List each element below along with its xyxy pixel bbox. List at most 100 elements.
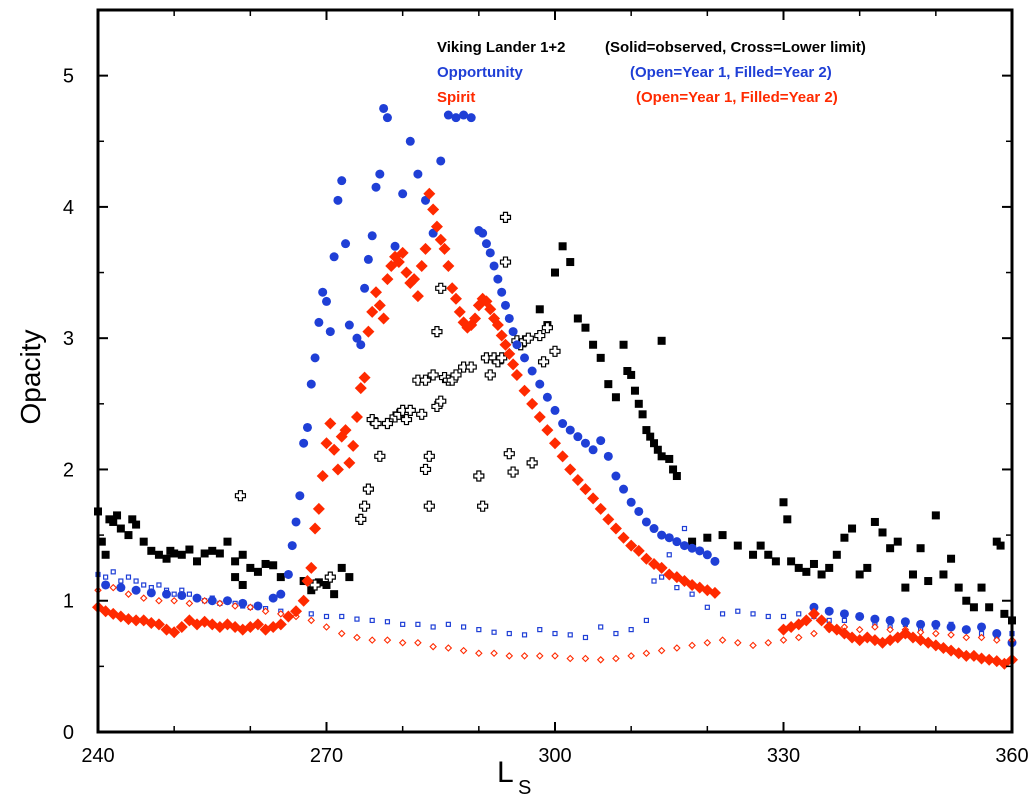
spirit-year-1-point	[459, 646, 468, 655]
viking-lander-1-2-lower-limit-point	[416, 408, 428, 420]
opportunity-year-1-point	[110, 569, 116, 575]
spirit-year-2-point	[510, 368, 523, 381]
spirit-year-1-point	[139, 594, 148, 602]
opportunity-year-1-point	[103, 574, 109, 580]
spirit-year-1-point	[216, 599, 224, 608]
spirit-year-1-point	[398, 638, 407, 647]
viking-lander-1-2-lower-limit-point	[537, 356, 550, 368]
opportunity-year-2-point	[550, 405, 560, 415]
opportunity-year-2-point	[580, 438, 590, 448]
opportunity-year-1-point	[582, 634, 589, 641]
viking-lander-1-2-observed-point	[139, 537, 148, 546]
viking-lander-1-2-observed-point	[703, 533, 712, 542]
viking-lander-1-2-observed-point	[322, 580, 331, 589]
viking-lander-1-2-observed-point	[802, 567, 811, 576]
viking-lander-1-2-observed-point	[307, 586, 316, 595]
spirit-year-2-point	[579, 483, 592, 496]
opportunity-year-2-point	[379, 103, 389, 113]
spirit-year-1-point	[627, 652, 635, 660]
opportunity-year-1-point	[681, 525, 688, 532]
viking-lander-1-2-observed-point	[886, 544, 895, 553]
spirit-year-2-point	[438, 242, 451, 255]
opportunity-year-2-point	[337, 176, 347, 186]
opportunity-year-2-point	[222, 596, 232, 606]
viking-lander-1-2-lower-limit-point	[355, 513, 367, 525]
opportunity-year-2-point	[356, 340, 366, 350]
spirit-year-1-point	[810, 629, 818, 638]
viking-lander-1-2-observed-point	[627, 370, 636, 379]
spirit-year-2-point	[503, 347, 516, 360]
viking-lander-1-2-observed-point	[688, 537, 697, 546]
opportunity-year-1-point	[354, 616, 360, 622]
viking-lander-1-2-observed-point	[931, 511, 940, 520]
spirit-year-2-point	[495, 329, 508, 342]
opportunity-year-1-point	[567, 632, 573, 638]
viking-lander-1-2-observed-point	[969, 603, 978, 612]
viking-lander-1-2-observed-point	[977, 583, 986, 592]
opportunity-year-2-point	[192, 593, 202, 603]
viking-lander-1-2-observed-point	[246, 563, 255, 572]
viking-lander-1-2-lower-limit-point	[427, 369, 439, 381]
spirit-year-2-point	[339, 424, 352, 437]
opportunity-year-2-point	[493, 274, 503, 284]
spirit-year-2-point	[370, 286, 383, 299]
opportunity-year-1-point	[521, 632, 528, 638]
opportunity-year-2-point	[390, 241, 400, 251]
spirit-year-2-point	[983, 653, 996, 666]
opportunity-year-1-point	[141, 582, 147, 588]
viking-lander-1-2-observed-point	[596, 353, 605, 362]
viking-lander-1-2-observed-point	[756, 541, 765, 550]
viking-lander-1-2-lower-limit-point	[400, 413, 413, 426]
opportunity-year-2-point	[146, 588, 156, 598]
opportunity-year-2-point	[466, 113, 476, 123]
viking-lander-1-2-observed-point	[893, 537, 902, 546]
spirit-year-1-point	[231, 602, 239, 610]
spirit-year-2-point	[415, 259, 428, 272]
spirit-year-2-point	[453, 305, 466, 318]
opportunity-year-2-point	[664, 533, 674, 543]
y-tick-label: 1	[63, 591, 74, 613]
opportunity-year-2-point	[687, 543, 697, 553]
spirit-year-2-point	[244, 620, 257, 633]
opportunity-year-2-point	[634, 506, 644, 516]
spirit-year-2-point	[312, 502, 325, 515]
opportunity-year-2-point	[382, 113, 392, 123]
spirit-year-1-point	[962, 633, 971, 642]
spirit-year-2-point	[632, 544, 645, 557]
opportunity-year-2-point	[672, 537, 682, 547]
spirit-year-2-point	[354, 382, 367, 395]
viking-lander-1-2-observed-point	[604, 380, 613, 389]
spirit-year-1-point	[170, 596, 178, 605]
spirit-year-1-point	[414, 638, 422, 647]
spirit-year-1-point	[307, 616, 316, 625]
spirit-year-2-point	[434, 233, 447, 246]
y-tick-label: 0	[63, 722, 74, 744]
spirit-year-2-point	[331, 463, 344, 476]
spirit-year-1-point	[353, 633, 361, 642]
viking-lander-1-2-observed-point	[276, 573, 285, 582]
viking-lander-1-2-lower-limit-point	[458, 361, 470, 373]
opportunity-year-1-point	[704, 604, 710, 610]
opportunity-year-2-point	[451, 113, 461, 123]
spirit-year-2-point	[130, 614, 143, 627]
viking-lander-1-2-observed-point	[231, 573, 240, 582]
opportunity-year-2-point	[558, 419, 568, 429]
viking-lander-1-2-observed-point	[97, 537, 106, 546]
viking-lander-1-2-lower-limit-point	[541, 322, 553, 334]
opportunity-year-2-point	[961, 625, 971, 635]
viking-lander-1-2-observed-point	[611, 393, 620, 402]
viking-lander-1-2-observed-point	[185, 545, 194, 554]
legend: Viking Lander 1+2 (Solid=observed, Cross…	[437, 39, 866, 106]
opportunity-year-2-point	[931, 619, 941, 629]
opportunity-year-2-point	[573, 432, 583, 442]
spirit-year-2-point	[366, 305, 379, 318]
viking-lander-1-2-observed-point	[261, 559, 270, 568]
spirit-year-1-point	[368, 636, 376, 644]
opportunity-year-2-point	[329, 252, 339, 262]
viking-lander-1-2-observed-point	[657, 336, 666, 345]
opportunity-year-1-point	[796, 611, 802, 617]
spirit-year-2-point	[316, 470, 329, 483]
spirit-year-2-point	[408, 273, 421, 286]
opportunity-year-2-point	[512, 340, 522, 350]
viking-lander-1-2-observed-point	[1000, 609, 1009, 618]
